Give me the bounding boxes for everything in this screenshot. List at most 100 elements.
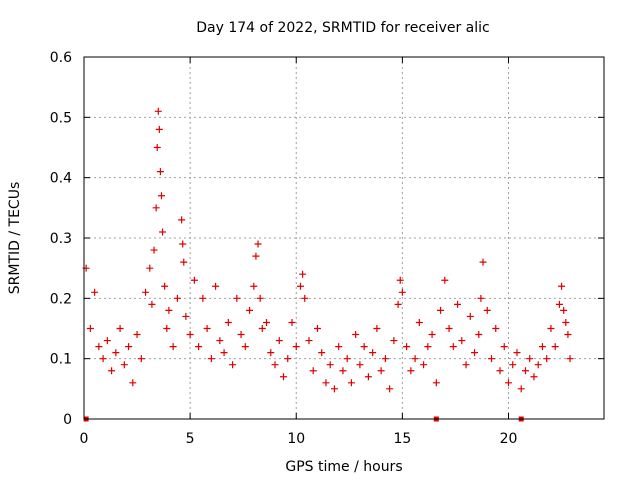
data-point — [288, 318, 296, 326]
data-point — [483, 306, 491, 314]
data-point — [558, 282, 566, 290]
data-point — [229, 361, 237, 369]
data-point — [179, 240, 187, 248]
data-point — [407, 367, 415, 375]
data-point — [509, 361, 517, 369]
data-point — [159, 228, 167, 236]
data-point — [156, 168, 164, 176]
data-point — [186, 331, 194, 339]
data-point — [517, 385, 525, 393]
data-point — [386, 385, 394, 393]
data-point — [99, 355, 107, 363]
data-point — [165, 306, 173, 314]
data-point — [129, 379, 137, 387]
data-point — [199, 294, 207, 302]
data-point — [530, 373, 538, 381]
data-point — [360, 343, 368, 351]
data-point — [477, 294, 485, 302]
data-point — [125, 343, 133, 351]
data-point — [335, 343, 343, 351]
data-point — [108, 367, 116, 375]
data-point — [224, 318, 232, 326]
data-point — [390, 337, 398, 345]
x-tick-label: 10 — [287, 431, 305, 447]
data-point — [133, 331, 141, 339]
data-point — [396, 276, 404, 284]
data-point — [488, 355, 496, 363]
data-point — [157, 192, 165, 200]
data-point — [403, 343, 411, 351]
data-point — [112, 349, 120, 357]
data-point — [252, 252, 260, 260]
data-point — [445, 325, 453, 332]
data-point — [534, 361, 542, 369]
data-points — [82, 107, 574, 393]
data-point — [178, 216, 186, 224]
data-point — [169, 343, 177, 351]
data-point — [203, 325, 211, 332]
data-point — [161, 282, 169, 290]
data-point — [116, 325, 124, 332]
data-point — [555, 300, 563, 308]
data-point — [454, 300, 462, 308]
data-point — [492, 325, 500, 332]
data-point — [377, 367, 385, 375]
data-point — [275, 337, 283, 345]
data-point — [562, 318, 570, 326]
data-point — [538, 343, 546, 351]
data-point — [458, 337, 466, 345]
data-point — [86, 325, 94, 332]
y-tick-label: 0.1 — [50, 352, 72, 368]
y-tick-labels: 0 0.1 0.2 0.3 0.4 0.5 0.6 — [50, 50, 72, 428]
data-point — [326, 361, 334, 369]
data-point — [256, 294, 264, 302]
data-point — [462, 361, 470, 369]
data-point — [153, 144, 161, 151]
data-point — [373, 325, 381, 332]
grid — [84, 57, 604, 419]
data-point — [551, 343, 559, 351]
y-tick-label: 0.4 — [50, 171, 72, 187]
data-point — [154, 107, 162, 115]
data-point — [411, 355, 419, 363]
data-point — [415, 318, 423, 326]
data-point — [547, 325, 555, 332]
data-point — [280, 373, 288, 381]
data-point — [500, 343, 508, 351]
y-tick-label: 0 — [63, 412, 72, 428]
data-point — [207, 355, 215, 363]
data-point — [195, 343, 203, 351]
data-point — [526, 355, 534, 363]
data-point — [352, 331, 360, 339]
data-point — [267, 349, 275, 357]
data-point — [305, 337, 313, 345]
data-point — [301, 294, 309, 302]
x-tick-label: 20 — [500, 431, 518, 447]
data-point — [150, 246, 158, 254]
data-point — [504, 379, 512, 387]
data-point — [258, 325, 266, 332]
y-tick-label: 0.2 — [50, 291, 72, 307]
data-point — [190, 276, 198, 284]
data-point — [91, 288, 99, 296]
data-point — [137, 355, 145, 363]
data-point — [513, 349, 521, 357]
data-point — [216, 337, 224, 345]
data-point — [250, 282, 258, 290]
data-point — [428, 331, 436, 339]
data-point — [330, 385, 338, 393]
data-point — [424, 343, 432, 351]
data-point — [148, 300, 156, 308]
data-point — [103, 337, 111, 345]
data-point — [543, 355, 551, 363]
data-point — [369, 349, 377, 357]
data-point — [296, 282, 304, 290]
data-point — [466, 312, 474, 320]
data-point — [398, 288, 406, 296]
plot-frame — [83, 56, 605, 420]
data-point — [263, 318, 271, 326]
data-point — [356, 361, 364, 369]
data-point — [182, 312, 190, 320]
data-point — [566, 355, 574, 363]
